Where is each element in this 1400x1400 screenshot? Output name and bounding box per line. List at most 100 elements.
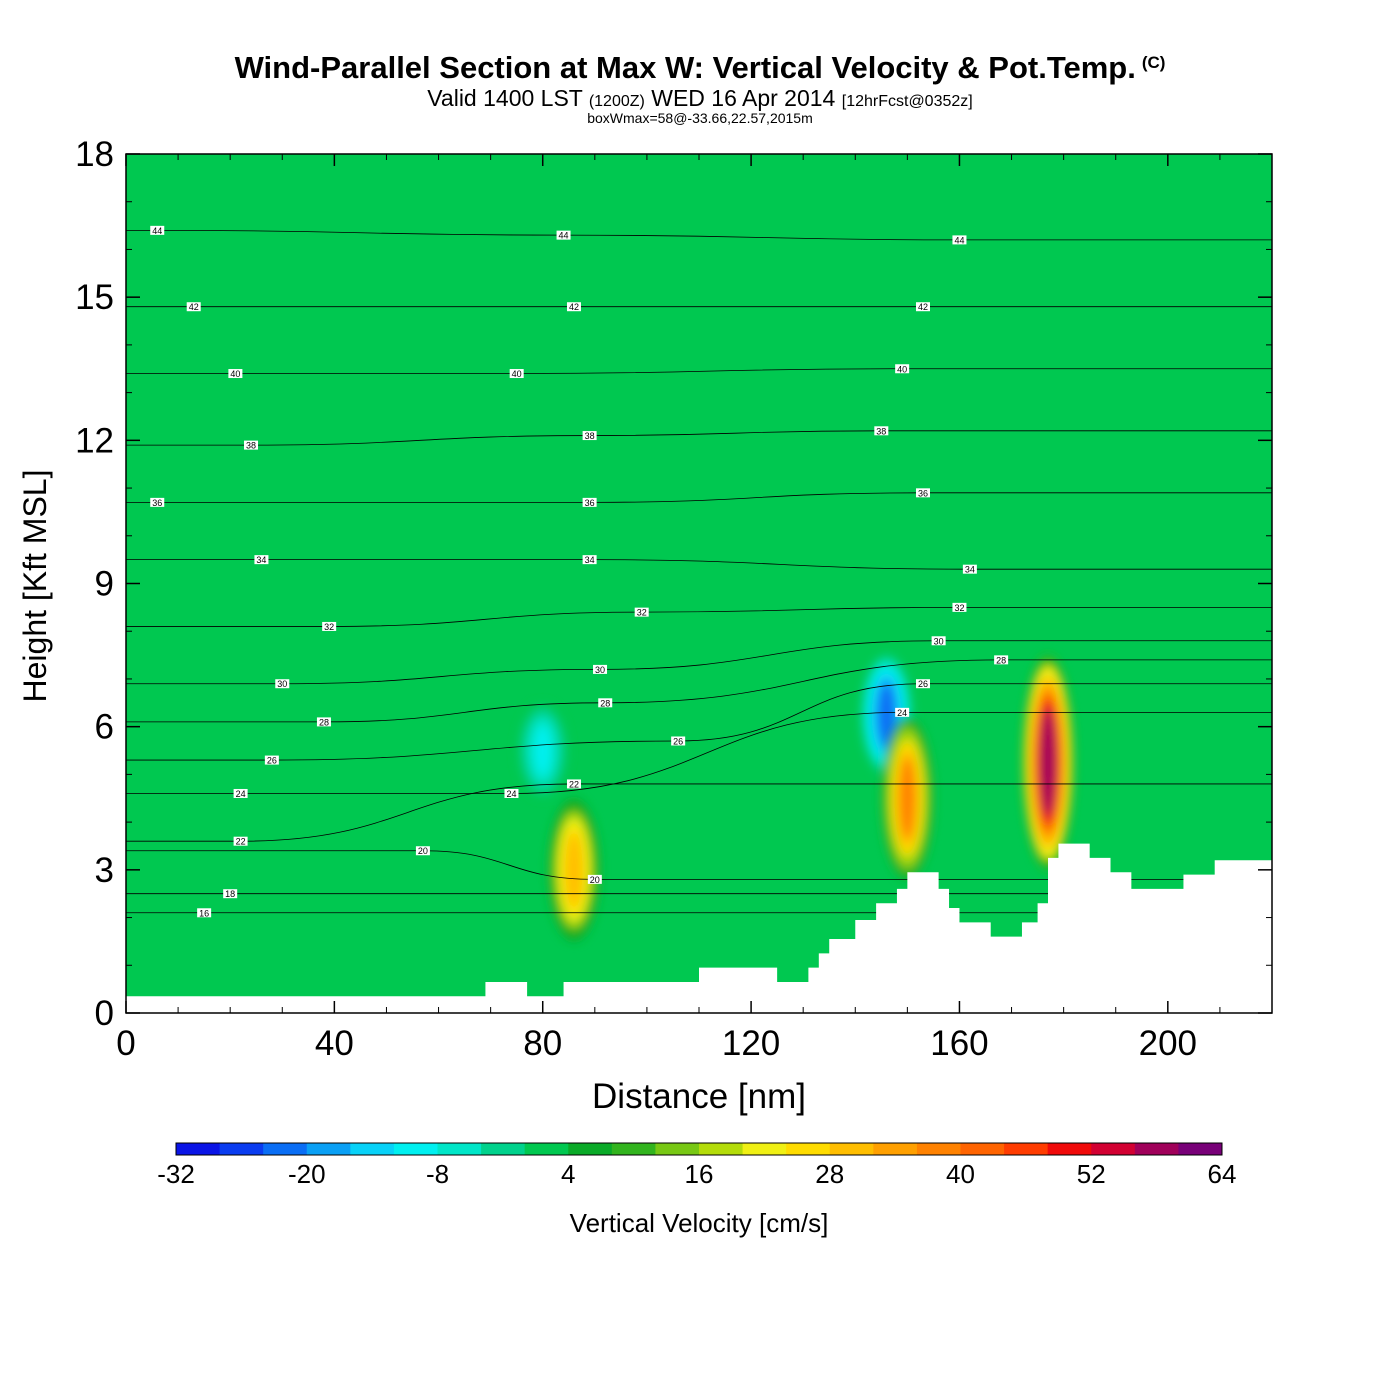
y-tick-label: 15 — [75, 278, 114, 317]
contour-label: 30 — [934, 636, 944, 646]
isentrope-28 — [126, 659, 1272, 723]
x-tick-label: 160 — [930, 1024, 988, 1063]
contour-label: 28 — [996, 655, 1006, 665]
contour-label: 44 — [954, 235, 964, 245]
theta-contours — [126, 229, 1272, 914]
contour-label: 34 — [585, 555, 595, 565]
contour-label-bg — [671, 736, 686, 746]
contour-label-bg — [598, 698, 613, 708]
contour-label: 38 — [585, 431, 595, 441]
y-axis-label: Height [Kft MSL] — [17, 470, 53, 703]
contour-label-bg — [962, 564, 977, 574]
contour-label-bg — [952, 235, 967, 245]
contour-label-bg — [233, 836, 248, 846]
downdraft-core-2 — [535, 726, 551, 775]
contour-label: 32 — [637, 608, 647, 618]
contour-label-bg — [228, 369, 243, 379]
colorbar-tick-label: -8 — [426, 1159, 449, 1189]
isentrope-44 — [126, 229, 1272, 241]
colorbar-swatch — [1047, 1143, 1092, 1155]
contour-label: 40 — [897, 364, 907, 374]
contour-label: 26 — [673, 736, 683, 746]
contour-label: 42 — [569, 302, 579, 312]
contour-label-bg — [150, 225, 165, 235]
downdraft-core-1 — [878, 684, 895, 745]
velocity-field — [516, 655, 1075, 942]
contour-label-bg — [952, 602, 967, 612]
contour-label-bg — [634, 607, 649, 617]
contour-label-bg — [566, 779, 581, 789]
colorbar-swatch — [699, 1143, 744, 1155]
box-info: boxWmax=58@-33.66,22.57,2015m — [587, 110, 813, 126]
contour-label-bg — [150, 497, 165, 507]
colorbar-swatch — [350, 1143, 395, 1155]
contour-label: 28 — [600, 698, 610, 708]
contour-label: 34 — [965, 565, 975, 575]
contour-label-bg — [556, 230, 571, 240]
colorbar-swatch — [568, 1143, 613, 1155]
plot-area: 16 18 20 20 22 22 24 24 24 26 26 26 28 28 28 30 30 30 32 32… — [126, 154, 1272, 1013]
contour-label: 30 — [595, 665, 605, 675]
colorbar-swatch — [960, 1143, 1005, 1155]
y-tick-label: 18 — [75, 135, 114, 174]
contour-label: 36 — [152, 498, 162, 508]
colorbar-swatch — [524, 1143, 569, 1155]
colorbar-tick-label: 40 — [946, 1159, 975, 1189]
colorbar-swatch — [916, 1143, 961, 1155]
isentrope-26 — [126, 683, 1272, 761]
colorbar-swatch — [1178, 1143, 1223, 1155]
title-text: Wind-Parallel Section at Max W: Vertical… — [234, 50, 1136, 85]
contour-label-bg — [587, 874, 602, 884]
contour-label-bg — [504, 788, 519, 798]
x-tick-label: 0 — [116, 1024, 135, 1063]
contour-label-bg — [566, 302, 581, 312]
colorbar-swatch — [611, 1143, 656, 1155]
updraft-core-1 — [566, 834, 582, 906]
contour-label: 44 — [559, 231, 569, 241]
contour-label-bg — [275, 679, 290, 689]
contour-label: 20 — [418, 846, 428, 856]
contour-label-bg — [582, 555, 597, 565]
colorbar-tick-label: -20 — [288, 1159, 326, 1189]
contour-label: 26 — [267, 756, 277, 766]
colorbar-swatch — [437, 1143, 482, 1155]
copyright-mark: (C) — [1141, 53, 1166, 72]
colorbar-tick-label: 28 — [815, 1159, 844, 1189]
colorbar-swatch — [306, 1143, 351, 1155]
valid-time: Valid 1400 LST (1200Z) WED 16 Apr 2014 [… — [0, 85, 1400, 112]
contour-label: 40 — [512, 369, 522, 379]
colorbar-tick-label: 16 — [685, 1159, 714, 1189]
contour-label-bg — [895, 707, 910, 717]
contour-label: 32 — [324, 622, 334, 632]
contour-label-bg — [233, 788, 248, 798]
contour-label-bg — [264, 755, 279, 765]
contour-label-bg — [186, 302, 201, 312]
valid-prefix: Valid 1400 LST — [427, 85, 583, 111]
colorbar-swatch — [176, 1143, 221, 1155]
contour-label: 38 — [246, 441, 256, 451]
contour-label: 18 — [225, 889, 235, 899]
contour-label: 36 — [918, 488, 928, 498]
colorbar-tick-label: 4 — [561, 1159, 575, 1189]
colorbar: -32 -20 -8 4 16 28 40 52 64 — [157, 1142, 1236, 1189]
x-tick-label: 120 — [722, 1024, 780, 1063]
x-axis-label: Distance [nm] — [592, 1077, 806, 1116]
contour-label-bg — [197, 908, 212, 918]
contour-label: 22 — [236, 837, 246, 847]
contour-label: 26 — [918, 679, 928, 689]
contour-label: 28 — [319, 717, 329, 727]
contour-label: 42 — [189, 302, 199, 312]
contour-label: 38 — [876, 426, 886, 436]
valid-date: WED 16 Apr 2014 — [651, 85, 836, 111]
colorbar-swatch — [1004, 1143, 1049, 1155]
colorbar-label: Vertical Velocity [cm/s] — [570, 1208, 829, 1238]
valid-utc: (1200Z) — [588, 93, 645, 110]
colorbar-swatch — [786, 1143, 831, 1155]
colorbar-swatch — [481, 1143, 526, 1155]
updraft-core-2 — [899, 757, 916, 839]
colorbar-swatch — [873, 1143, 918, 1155]
contour-label-bg — [915, 488, 930, 498]
contour-label: 24 — [897, 708, 907, 718]
